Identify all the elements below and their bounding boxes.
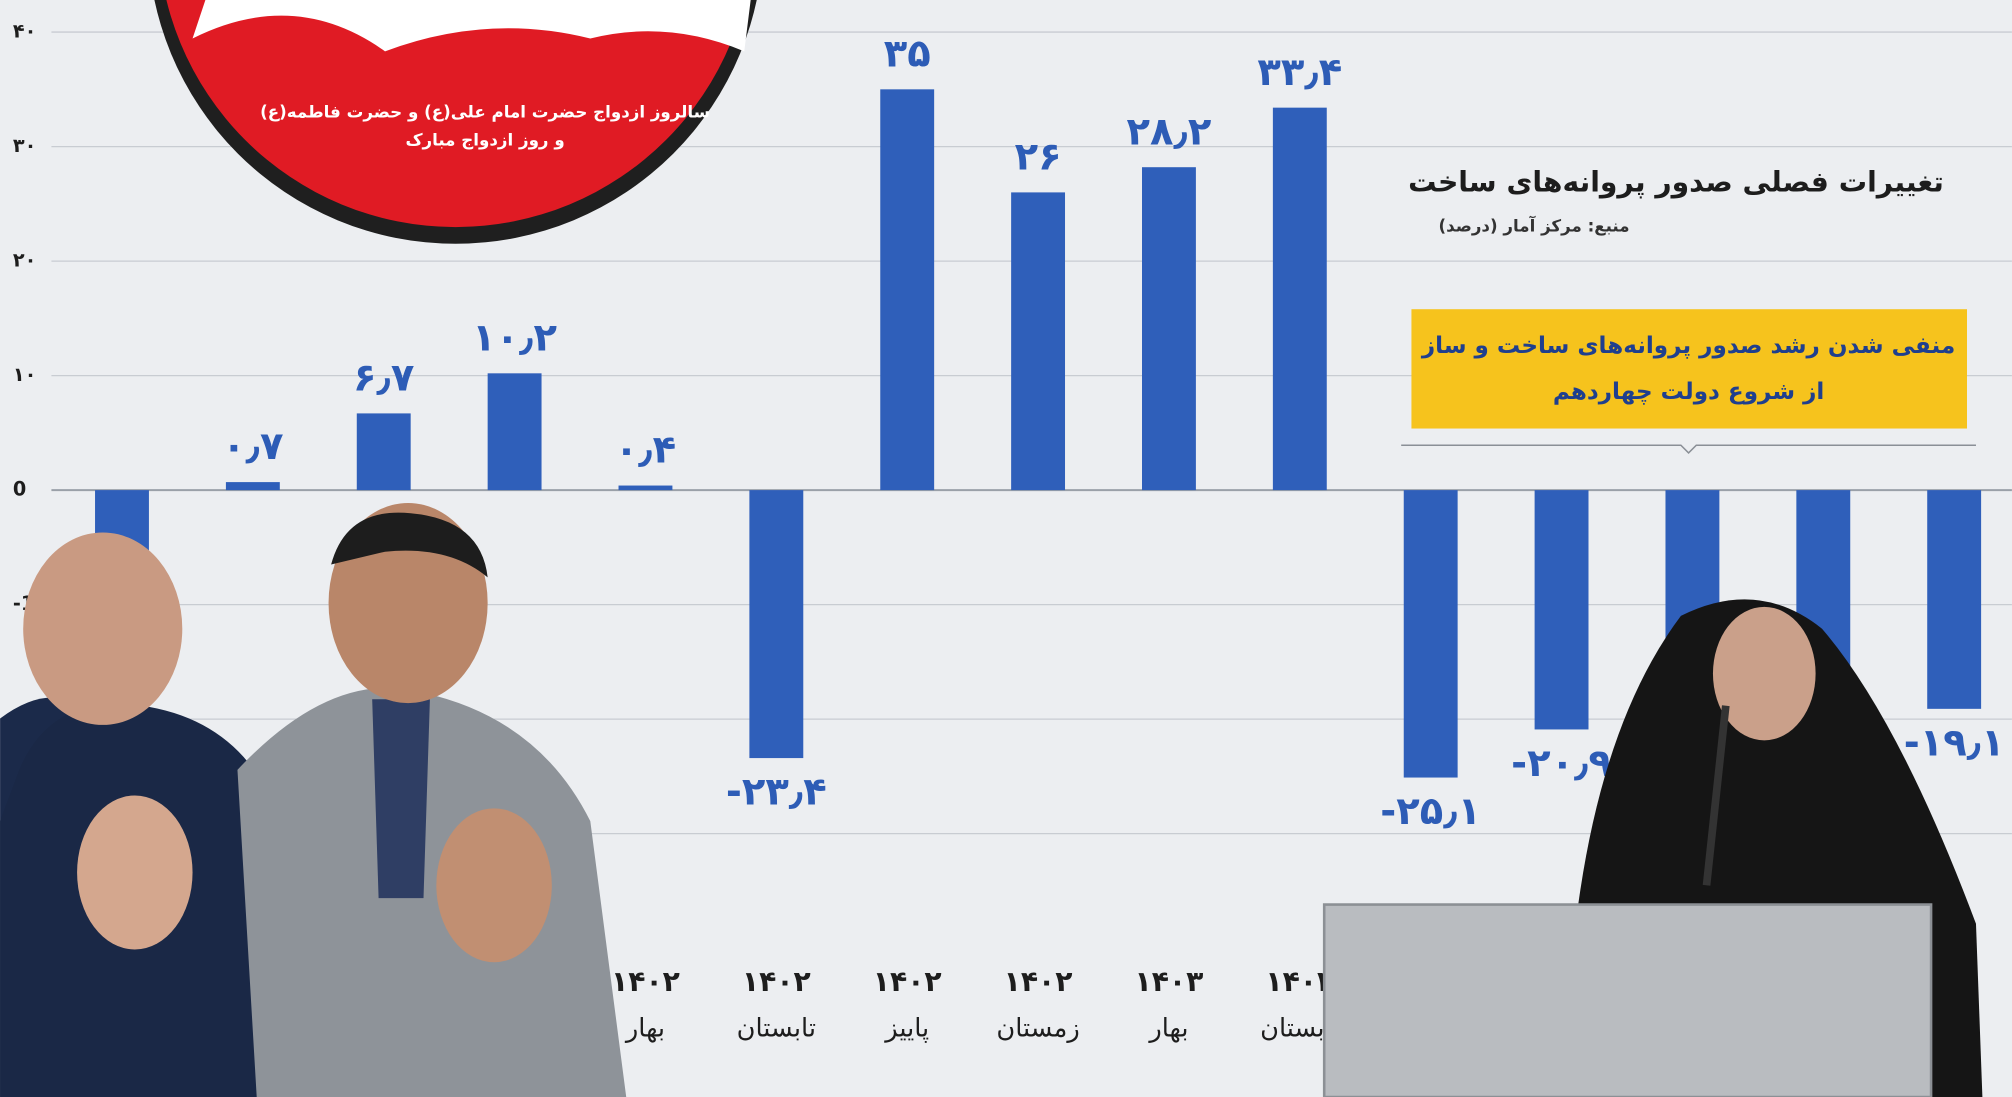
x-tick-label: زمستان bbox=[996, 1013, 1079, 1043]
bar bbox=[1404, 490, 1458, 777]
face bbox=[23, 532, 182, 724]
bar bbox=[1535, 490, 1589, 729]
y-tick-label: ۴۰ bbox=[13, 20, 36, 43]
value-label: -۲۵٫۱ bbox=[1380, 789, 1481, 834]
value-label: ۰٫۷ bbox=[222, 424, 283, 469]
value-label: ۳۳٫۴ bbox=[1257, 50, 1342, 95]
value-label: ۱۰٫۲ bbox=[472, 315, 557, 360]
x-tick-label: ۱۴۰۳ bbox=[1134, 965, 1203, 998]
bar bbox=[1142, 167, 1196, 490]
hands bbox=[77, 795, 192, 949]
value-label: ۰٫۴ bbox=[615, 428, 676, 473]
bar bbox=[880, 89, 934, 490]
value-label: ۳۵ bbox=[884, 31, 931, 76]
x-tick-label: تابستان bbox=[737, 1013, 816, 1043]
x-tick-label: پاییز bbox=[883, 1013, 929, 1043]
podium bbox=[1324, 905, 1931, 1097]
value-label: ۶٫۷ bbox=[353, 356, 414, 401]
bar bbox=[226, 482, 280, 490]
value-label: -۲۰٫۹ bbox=[1511, 741, 1612, 786]
y-tick-label: ۲۰ bbox=[13, 249, 36, 272]
value-label: -۱۹٫۱ bbox=[1904, 720, 2005, 765]
chart: ۴۰۳۰۲۰۱۰0-10-20-30۰٫۷۶٫۷۱۰٫۲۰٫۴۱۴۰۲بهار-… bbox=[0, 0, 2012, 1097]
bar bbox=[749, 490, 803, 758]
banner-text: سالروز ازدواج حضرت امام علی(ع) و حضرت فا… bbox=[260, 102, 710, 122]
bar bbox=[357, 413, 411, 490]
bar bbox=[1927, 490, 1981, 709]
chart-title: تغییرات فصلی صدور پروانه‌های ساخت bbox=[1408, 165, 1944, 198]
value-label: -۲۳٫۴ bbox=[726, 770, 827, 815]
hands bbox=[436, 808, 551, 962]
annotation-box bbox=[1411, 309, 1967, 428]
bar bbox=[619, 486, 673, 491]
shirt bbox=[372, 699, 430, 898]
y-tick-label: ۳۰ bbox=[13, 134, 36, 157]
y-tick-label: ۱۰ bbox=[13, 363, 36, 386]
x-tick-label: ۱۴۰۲ bbox=[873, 965, 942, 998]
x-tick-label: ۱۴۰۲ bbox=[742, 965, 811, 998]
value-label: ۲۸٫۲ bbox=[1127, 109, 1212, 154]
bar bbox=[1273, 108, 1327, 490]
annotation: از شروع دولت چهاردهم bbox=[1553, 379, 1825, 405]
bar bbox=[488, 373, 542, 490]
y-tick-label: 0 bbox=[13, 478, 26, 501]
face bbox=[1713, 607, 1816, 740]
annotation: منفی شدن رشد صدور پروانه‌های ساخت و ساز bbox=[1421, 333, 1955, 359]
value-label: ۲۶ bbox=[1015, 135, 1062, 180]
x-tick-label: ۱۴۰۲ bbox=[611, 965, 680, 998]
x-tick-label: بهار bbox=[1147, 1013, 1188, 1043]
bar bbox=[1011, 192, 1065, 490]
x-tick-label: ۱۴۰۲ bbox=[1004, 965, 1073, 998]
banner-text: و روز ازدواج مبارک bbox=[405, 131, 564, 151]
x-tick-label: بهار bbox=[624, 1013, 665, 1043]
chart-subtitle: (درصد) منبع: مرکز آمار bbox=[1439, 215, 1630, 237]
